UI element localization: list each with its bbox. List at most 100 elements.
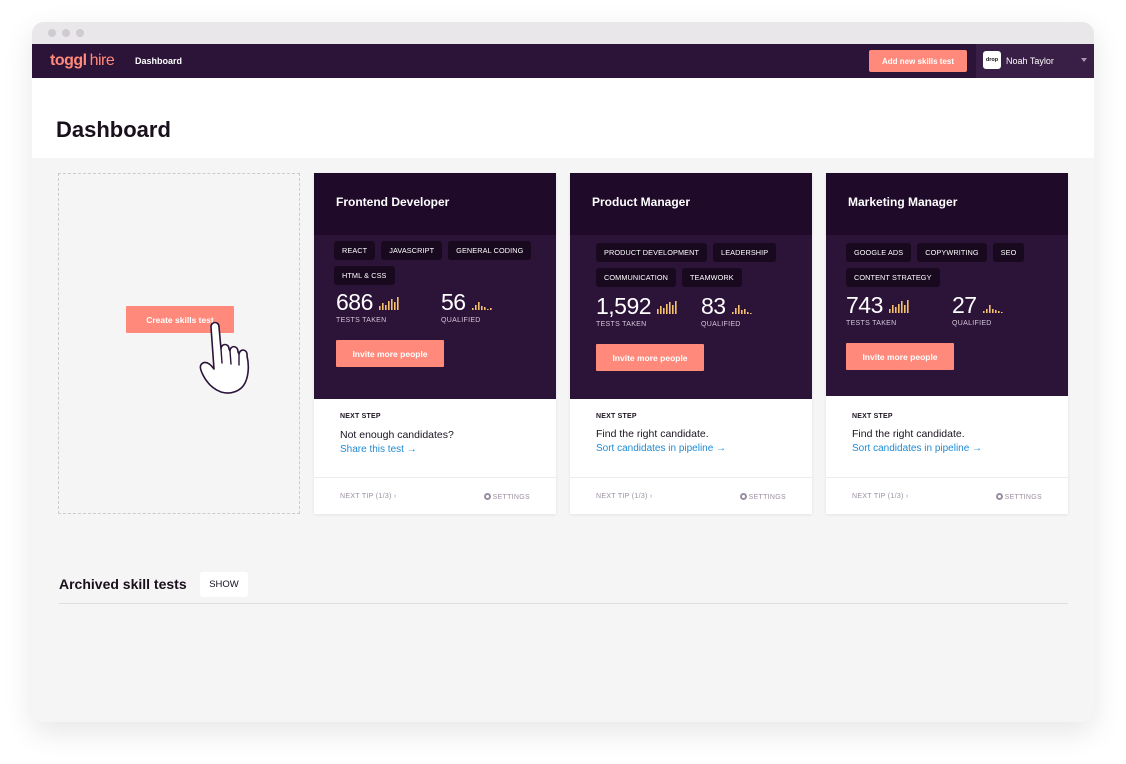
tag: SEO xyxy=(992,243,1025,262)
skills-test-card[interactable]: Marketing Manager GOOGLE ADS COPYWRITING… xyxy=(826,173,1068,514)
qualified-label: QUALIFIED xyxy=(701,321,741,328)
tag: COPYWRITING xyxy=(917,243,987,262)
next-step-label: NEXT STEP xyxy=(852,413,893,420)
create-skills-test-placeholder[interactable]: Create skills test xyxy=(58,173,300,514)
archived-section-title: Archived skill tests xyxy=(59,576,187,592)
tag-list: REACT JAVASCRIPT GENERAL CODING HTML & C… xyxy=(334,241,544,285)
gear-icon xyxy=(995,493,1003,500)
sparkline-chart-icon xyxy=(471,302,492,310)
next-step-text: Not enough candidates? xyxy=(340,429,454,441)
next-step-text: Find the right candidate. xyxy=(596,428,709,440)
qualified-label: QUALIFIED xyxy=(952,320,992,327)
settings-label: SETTINGS xyxy=(492,494,530,501)
top-nav: toggl hire Dashboard Add new skills test … xyxy=(32,44,1094,78)
user-name: Noah Taylor xyxy=(1006,56,1054,66)
card-footer: NEXT TIP (1/3) › SETTINGS xyxy=(570,477,812,514)
qualified-stat: 56 QUALIFIED xyxy=(441,289,494,324)
create-skills-test-button[interactable]: Create skills test xyxy=(126,306,234,333)
logo-wordmark-toggl: toggl xyxy=(50,52,87,69)
tests-taken-label: TESTS TAKEN xyxy=(336,317,387,324)
tests-taken-count: 1,592 xyxy=(596,293,652,319)
tag: LEADERSHIP xyxy=(713,243,777,262)
qualified-stat: 83 QUALIFIED xyxy=(701,293,754,328)
pointing-hand-icon xyxy=(199,321,250,394)
next-step-text: Find the right candidate. xyxy=(852,428,965,440)
sparkline-chart-icon xyxy=(378,297,399,310)
next-tip-button[interactable]: NEXT TIP (1/3) › xyxy=(852,493,909,500)
tag: PRODUCT DEVELOPMENT xyxy=(596,243,708,262)
tests-taken-stat: 743 TESTS TAKEN xyxy=(846,292,911,327)
tag: COMMUNICATION xyxy=(596,268,676,287)
invite-more-people-button[interactable]: Invite more people xyxy=(846,343,954,370)
tests-taken-count: 686 xyxy=(336,289,373,315)
sort-candidates-link[interactable]: Sort candidates in pipeline → xyxy=(852,443,983,454)
sparkline-chart-icon xyxy=(982,305,1003,313)
settings-button[interactable]: SETTINGS xyxy=(483,493,530,501)
gear-icon xyxy=(739,493,747,500)
settings-label: SETTINGS xyxy=(748,494,786,501)
skills-test-card[interactable]: Product Manager PRODUCT DEVELOPMENT LEAD… xyxy=(570,173,812,514)
tag-list: PRODUCT DEVELOPMENT LEADERSHIP COMMUNICA… xyxy=(596,243,806,287)
invite-more-people-button[interactable]: Invite more people xyxy=(336,340,444,367)
divider xyxy=(59,603,1068,604)
chevron-down-icon[interactable] xyxy=(1081,58,1087,62)
window-dot-icon xyxy=(62,29,70,37)
tag: GOOGLE ADS xyxy=(846,243,912,262)
settings-label: SETTINGS xyxy=(1004,494,1042,501)
page-title: Dashboard xyxy=(56,117,171,142)
next-tip-button[interactable]: NEXT TIP (1/3) › xyxy=(340,493,397,500)
add-skills-test-button[interactable]: Add new skills test xyxy=(869,50,967,72)
toggl-hire-logo[interactable]: toggl hire xyxy=(50,52,115,70)
tag: JAVASCRIPT xyxy=(381,241,443,260)
card-stats: PRODUCT DEVELOPMENT LEADERSHIP COMMUNICA… xyxy=(570,235,812,399)
card-title: Product Manager xyxy=(592,195,691,209)
card-title: Marketing Manager xyxy=(848,195,958,209)
browser-window: toggl hire Dashboard Add new skills test … xyxy=(32,22,1094,722)
card-footer: NEXT TIP (1/3) › SETTINGS xyxy=(314,477,556,514)
qualified-stat: 27 QUALIFIED xyxy=(952,292,1005,327)
tag: TEAMWORK xyxy=(682,268,742,287)
next-step-label: NEXT STEP xyxy=(596,413,637,420)
logo-wordmark-hire: hire xyxy=(89,52,115,69)
next-step-label: NEXT STEP xyxy=(340,413,381,420)
invite-more-people-button[interactable]: Invite more people xyxy=(596,344,704,371)
settings-button[interactable]: SETTINGS xyxy=(739,493,786,501)
card-title: Frontend Developer xyxy=(336,195,450,209)
sparkline-chart-icon xyxy=(888,300,909,313)
tag: CONTENT STRATEGY xyxy=(846,268,940,287)
tag-list: GOOGLE ADS COPYWRITING SEO CONTENT STRAT… xyxy=(846,243,1056,287)
card-stats: GOOGLE ADS COPYWRITING SEO CONTENT STRAT… xyxy=(826,235,1068,396)
card-header: Product Manager xyxy=(570,173,812,235)
company-logo: drop xyxy=(983,51,1001,69)
qualified-count: 27 xyxy=(952,292,977,318)
settings-button[interactable]: SETTINGS xyxy=(995,493,1042,501)
qualified-label: QUALIFIED xyxy=(441,317,481,324)
qualified-count: 83 xyxy=(701,293,726,319)
gear-icon xyxy=(483,493,491,500)
window-dot-icon xyxy=(76,29,84,37)
page-header: Dashboard xyxy=(32,78,1094,158)
sparkline-chart-icon xyxy=(657,301,677,314)
tests-taken-stat: 1,592 TESTS TAKEN xyxy=(596,293,679,328)
sparkline-chart-icon xyxy=(731,305,752,314)
nav-dashboard-link[interactable]: Dashboard xyxy=(135,56,183,66)
tag: REACT xyxy=(334,241,376,260)
user-menu[interactable]: drop Noah Taylor xyxy=(976,44,1094,78)
tests-taken-label: TESTS TAKEN xyxy=(846,320,897,327)
skills-test-card[interactable]: Frontend Developer REACT JAVASCRIPT GENE… xyxy=(314,173,556,514)
card-stats: REACT JAVASCRIPT GENERAL CODING HTML & C… xyxy=(314,235,556,399)
qualified-count: 56 xyxy=(441,289,466,315)
tag: HTML & CSS xyxy=(334,266,395,285)
share-test-link[interactable]: Share this test → xyxy=(340,444,417,455)
tests-taken-count: 743 xyxy=(846,292,883,318)
tests-taken-label: TESTS TAKEN xyxy=(596,321,647,328)
card-header: Frontend Developer xyxy=(314,173,556,235)
show-archived-button[interactable]: SHOW xyxy=(200,572,248,597)
tag: GENERAL CODING xyxy=(448,241,532,260)
window-dot-icon xyxy=(48,29,56,37)
card-header: Marketing Manager xyxy=(826,173,1068,235)
card-footer: NEXT TIP (1/3) › SETTINGS xyxy=(826,477,1068,514)
tests-taken-stat: 686 TESTS TAKEN xyxy=(336,289,401,324)
next-tip-button[interactable]: NEXT TIP (1/3) › xyxy=(596,493,653,500)
sort-candidates-link[interactable]: Sort candidates in pipeline → xyxy=(596,443,727,454)
